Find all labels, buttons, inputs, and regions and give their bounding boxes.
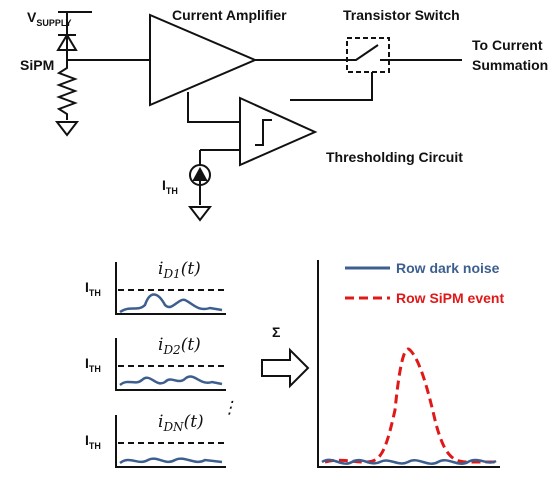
label-sub: D1 xyxy=(162,267,180,281)
threshold-label: Thresholding Circuit xyxy=(326,149,463,165)
ith-sub: TH xyxy=(89,288,101,298)
label-sub: DN xyxy=(162,420,184,434)
sum-symbol: Σ xyxy=(272,324,280,340)
comparator xyxy=(187,72,373,205)
noise-curve xyxy=(321,458,497,465)
step-symbol xyxy=(255,119,272,146)
ith-main: I xyxy=(85,279,89,295)
supply-label: VSUPPLY xyxy=(27,9,72,28)
ith-label: ITH xyxy=(85,355,101,374)
label-main: i xyxy=(158,412,163,432)
amplifier-label: Current Amplifier xyxy=(172,7,287,23)
label-tail: (t) xyxy=(181,335,201,355)
ith-main: I xyxy=(85,355,89,371)
ground xyxy=(187,206,213,222)
legend-label: Row dark noise xyxy=(396,260,500,276)
sipm-label: SiPM xyxy=(20,57,54,73)
axes xyxy=(115,415,226,468)
signal-label: iD2(t) xyxy=(158,335,201,357)
label-main: i xyxy=(158,335,163,355)
label-tail: (t) xyxy=(184,412,204,432)
switch-label: Transistor Switch xyxy=(343,7,460,23)
label-tail: (t) xyxy=(181,259,201,279)
signal xyxy=(119,293,223,314)
axes xyxy=(115,262,226,315)
signal xyxy=(119,457,223,465)
event-curve xyxy=(324,347,495,464)
ground xyxy=(54,121,80,137)
ith-sub: TH xyxy=(89,364,101,374)
diode xyxy=(56,33,78,51)
arrow xyxy=(192,166,208,185)
amplifier xyxy=(67,13,462,107)
sum-arrow xyxy=(261,347,310,389)
legend-label: Row SiPM event xyxy=(396,290,504,306)
axes xyxy=(115,338,226,391)
signal xyxy=(119,375,223,387)
axes xyxy=(317,260,500,468)
label-sub: D2 xyxy=(162,343,180,357)
switch xyxy=(345,44,390,61)
ith-sub: TH xyxy=(89,441,101,451)
ith-label: ITH xyxy=(85,279,101,298)
output-label: To Current xyxy=(472,37,543,53)
ith-main: I xyxy=(85,432,89,448)
sipm-wiring xyxy=(56,11,92,120)
signal-label: iD1(t) xyxy=(158,259,201,281)
ith-label: ITH xyxy=(162,177,178,196)
label-main: i xyxy=(158,259,163,279)
switch-box xyxy=(346,37,390,73)
signal-label: iDN(t) xyxy=(158,412,204,434)
ellipsis: ⋮ xyxy=(221,398,238,418)
output-label: Summation xyxy=(472,57,548,73)
ith-label: ITH xyxy=(85,432,101,451)
